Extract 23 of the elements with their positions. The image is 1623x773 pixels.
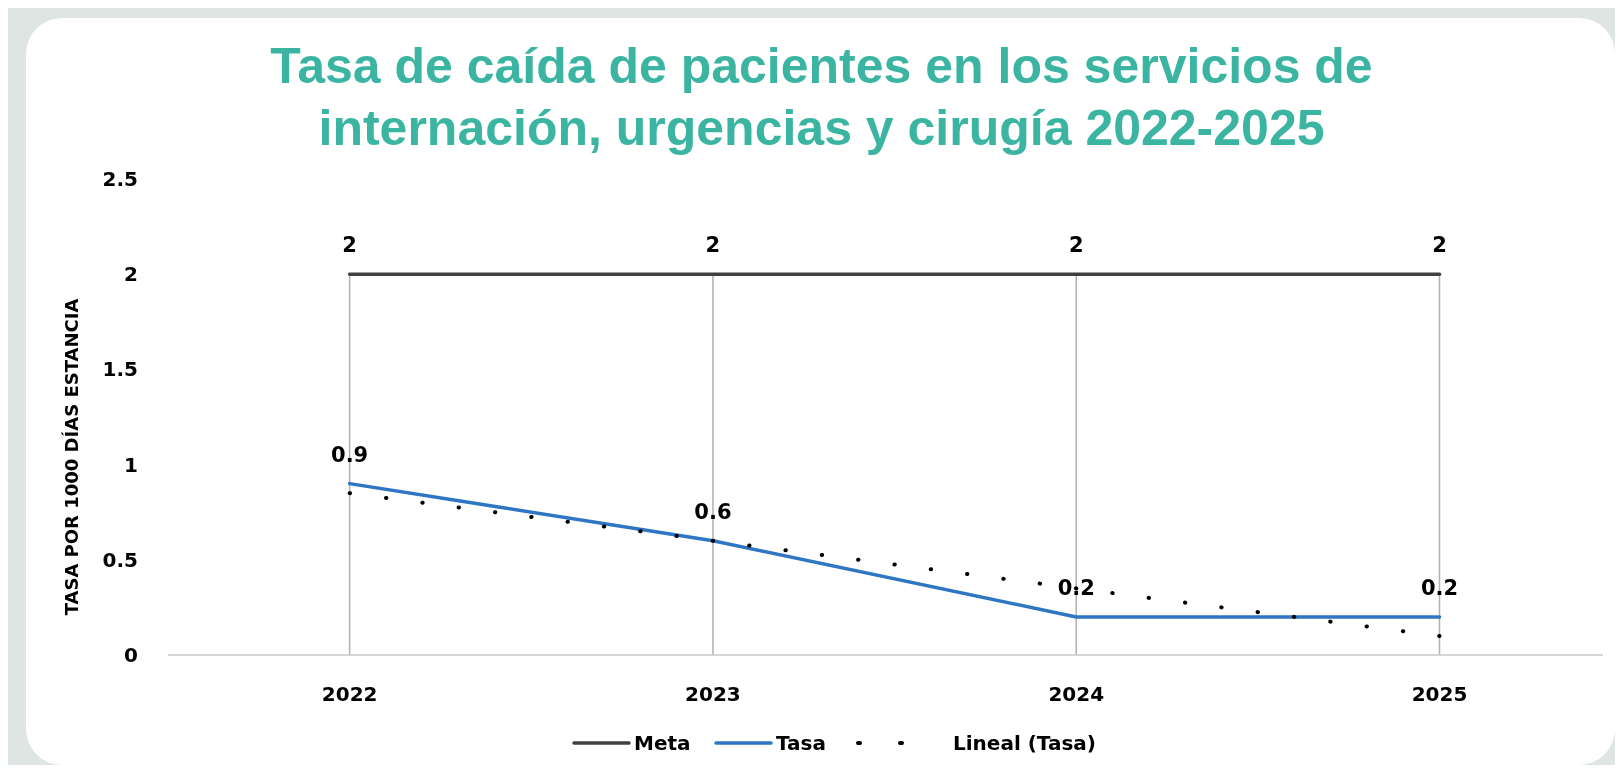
y-tick-label: 1.5 [102,357,138,382]
legend-label: Tasa [776,731,826,755]
legend-label: Lineal (Tasa) [953,731,1096,755]
y-tick-label: 2 [124,262,138,287]
data-label: 2 [705,233,721,258]
data-label: 0.2 [1057,575,1095,600]
y-tick-label: 0.5 [102,547,138,572]
x-tick-label: 2023 [685,682,741,706]
x-tick-label: 2022 [321,682,378,706]
x-tick-label: 2024 [1048,682,1105,706]
y-tick-label: 2.5 [102,167,138,191]
data-label: 2 [342,233,357,258]
data-label: 0.2 [1420,575,1459,600]
data-label: 0.9 [331,442,369,467]
data-label: 2 [1432,233,1447,258]
data-label: 2 [1068,233,1084,258]
y-tick-label: 0 [124,643,138,667]
chart-title: Tasa de caída de pacientes en los servicios de internación, urgencias y cirugía 2022-2025 [270,38,1373,156]
y-tick-label: 1 [124,452,138,477]
data-label: 0.6 [694,499,732,524]
x-tick-label: 2025 [1411,682,1468,706]
legend-label: Meta [634,731,691,755]
y-axis-title: TASA POR 1000 DÍAS ESTANCIA [61,298,82,616]
